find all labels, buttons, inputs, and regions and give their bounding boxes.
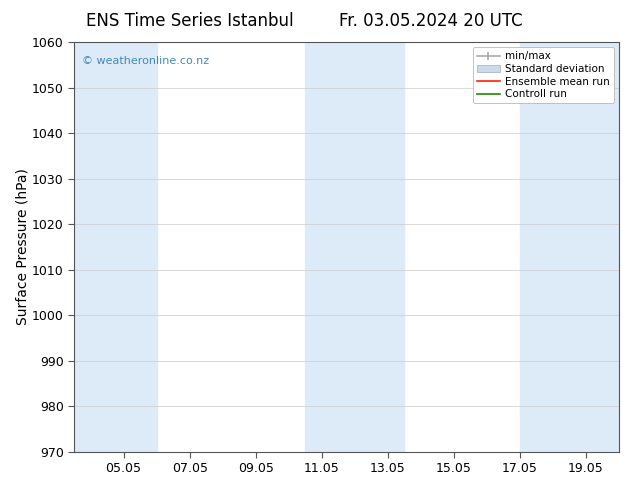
- Bar: [520, 42, 619, 452]
- Y-axis label: Surface Pressure (hPa): Surface Pressure (hPa): [15, 169, 29, 325]
- Legend: min/max, Standard deviation, Ensemble mean run, Controll run: min/max, Standard deviation, Ensemble me…: [472, 47, 614, 103]
- Text: Fr. 03.05.2024 20 UTC: Fr. 03.05.2024 20 UTC: [339, 12, 523, 30]
- Bar: [305, 42, 404, 452]
- Bar: [74, 42, 157, 452]
- Text: ENS Time Series Istanbul: ENS Time Series Istanbul: [86, 12, 294, 30]
- Text: © weatheronline.co.nz: © weatheronline.co.nz: [82, 56, 209, 66]
